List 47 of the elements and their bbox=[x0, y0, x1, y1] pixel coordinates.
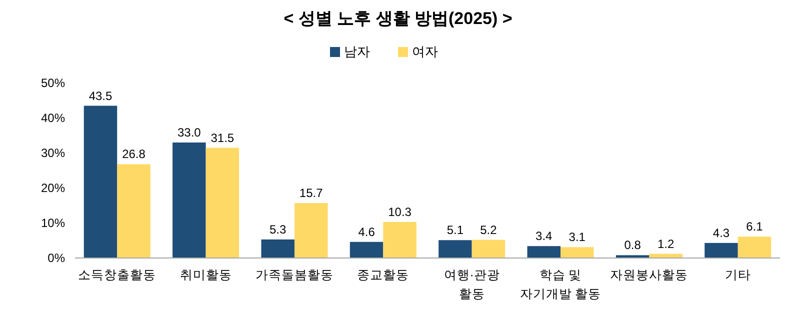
y-tick-label: 40% bbox=[40, 111, 66, 126]
data-label: 0.8 bbox=[624, 238, 642, 252]
bar bbox=[738, 236, 772, 258]
x-tick-label: 기타 bbox=[724, 268, 751, 282]
data-label: 10.3 bbox=[388, 204, 412, 219]
y-tick-label: 0% bbox=[48, 251, 66, 266]
y-tick-label: 10% bbox=[40, 216, 66, 230]
data-label: 3.4 bbox=[536, 229, 553, 244]
bar bbox=[560, 247, 594, 258]
legend-label: 여자 bbox=[412, 44, 438, 59]
bar bbox=[294, 203, 328, 258]
bar bbox=[84, 106, 118, 258]
data-label: 5.3 bbox=[270, 222, 287, 236]
data-label: 26.8 bbox=[122, 147, 146, 162]
chart-title: < 성별 노후 생활 방법(2025) > bbox=[284, 9, 512, 28]
y-tick-label: 30% bbox=[40, 146, 66, 160]
data-label: 5.2 bbox=[480, 222, 498, 237]
data-label: 43.5 bbox=[88, 88, 112, 103]
bar bbox=[172, 142, 206, 258]
bar bbox=[206, 148, 240, 258]
bar bbox=[704, 242, 738, 258]
data-label: 4.3 bbox=[712, 226, 730, 240]
data-label: 1.2 bbox=[657, 236, 674, 251]
bar bbox=[350, 242, 384, 258]
x-tick-label: 소득창출활동 bbox=[78, 268, 156, 282]
bar bbox=[472, 240, 506, 258]
bar bbox=[438, 240, 472, 258]
bar bbox=[383, 222, 416, 258]
x-tick-label: 취미활동 bbox=[180, 268, 232, 282]
x-tick-label: 가족돌봄활동 bbox=[255, 268, 334, 282]
bar bbox=[527, 246, 561, 258]
data-label: 6.1 bbox=[746, 220, 764, 234]
data-label: 33.0 bbox=[177, 126, 202, 140]
data-label: 5.1 bbox=[446, 223, 464, 238]
x-tick-label: 종교활동 bbox=[357, 268, 410, 282]
y-tick-label: 50% bbox=[40, 76, 66, 90]
data-label: 31.5 bbox=[210, 130, 234, 145]
x-tick-label: 학습 및 자기개발 활동 bbox=[520, 268, 602, 301]
data-label: 4.6 bbox=[358, 224, 376, 239]
bar bbox=[117, 164, 150, 258]
legend-label: 남자 bbox=[344, 44, 370, 59]
data-label: 3.1 bbox=[568, 230, 586, 244]
bar bbox=[261, 239, 294, 258]
y-tick-label: 20% bbox=[40, 181, 66, 196]
x-tick-label: 자원봉사활동 bbox=[610, 268, 688, 282]
data-label: 15.7 bbox=[299, 186, 324, 200]
x-tick-label: 여행·관광 활동 bbox=[444, 268, 500, 301]
